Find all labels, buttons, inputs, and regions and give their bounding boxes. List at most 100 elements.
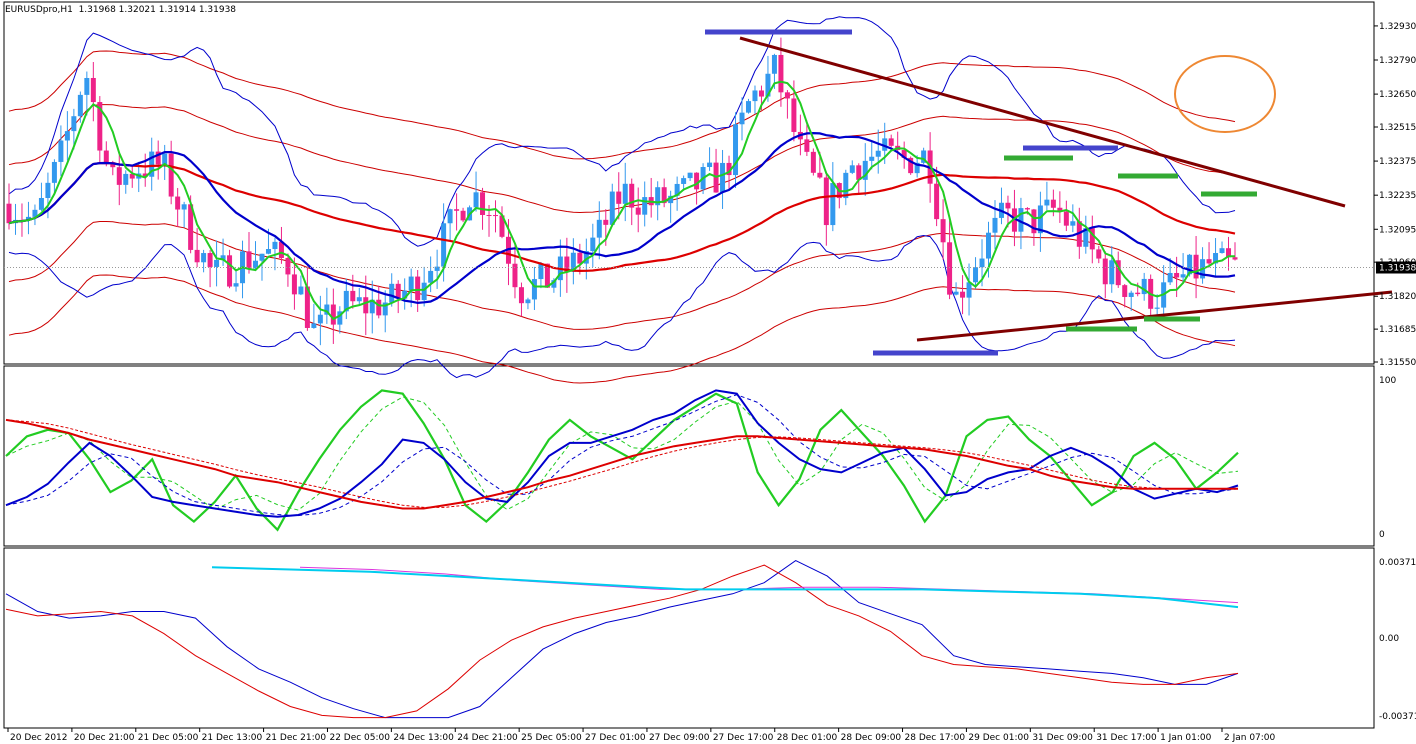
candle-body	[188, 204, 194, 250]
candle-body	[1219, 248, 1225, 254]
time-tick-label: 24 Dec 21:00	[457, 733, 518, 743]
time-tick-label: 1 Jan 01:00	[1160, 733, 1212, 743]
candle-body	[862, 160, 868, 180]
candle-body	[661, 187, 667, 204]
candle-body	[616, 191, 622, 204]
candle-body	[162, 153, 168, 165]
candle-body	[655, 187, 661, 206]
candle-body	[622, 183, 628, 204]
time-tick-label: 21 Dec 05:00	[138, 733, 199, 743]
oscillator-mid-line	[5, 389, 1239, 518]
candle-body	[194, 249, 200, 263]
current-price-label: 1.31938	[1379, 264, 1416, 274]
candle-body	[1089, 228, 1095, 250]
candle-body	[369, 299, 375, 314]
oscillator-tick-label: 0	[1379, 530, 1385, 540]
candle-body	[123, 173, 129, 185]
candle-body	[668, 195, 674, 204]
oscillator-slow-line	[5, 418, 1238, 510]
price-tick-label: 1.32095	[1379, 225, 1416, 235]
candle-body	[25, 216, 31, 221]
candle-body	[888, 138, 894, 146]
candle-body	[1213, 253, 1219, 264]
candle-body	[324, 304, 330, 315]
candle-body	[804, 139, 810, 152]
candle-body	[149, 151, 155, 177]
candle-body	[694, 172, 700, 190]
candle-body	[856, 165, 862, 180]
price-layer	[4, 16, 1393, 384]
candle-body	[934, 183, 940, 220]
candle-body	[544, 263, 550, 288]
candle-body	[350, 290, 356, 302]
candle-body	[810, 151, 816, 173]
candle-body	[1057, 207, 1063, 212]
candle-body	[434, 266, 440, 271]
candle-body	[499, 215, 505, 237]
price-panel[interactable]	[3, 1, 1375, 365]
macd-tick-label: -0.00371	[1379, 712, 1416, 722]
candle-body	[1083, 228, 1089, 247]
annotation-circle	[1174, 55, 1276, 133]
candle-body	[376, 299, 382, 316]
descending-trendline	[739, 36, 1346, 208]
candle-body	[635, 207, 641, 215]
envelope-upper-inner	[8, 104, 1236, 214]
candle-body	[486, 214, 492, 216]
bollinger-upper	[8, 16, 1236, 247]
candle-body	[1193, 254, 1199, 279]
candle-body	[551, 280, 557, 288]
candle-body	[940, 219, 946, 243]
candle-body	[1024, 208, 1030, 210]
candle-body	[739, 112, 745, 125]
chart-header: EURUSDpro,H1 1.31968 1.32021 1.31914 1.3…	[5, 5, 236, 15]
candle-body	[745, 101, 751, 113]
candle-body	[843, 172, 849, 199]
candle-body	[90, 77, 96, 103]
candle-body	[1011, 208, 1017, 232]
candle-body	[817, 172, 823, 178]
candle-body	[1050, 199, 1056, 208]
candle-body	[402, 290, 408, 299]
ascending-trendline	[916, 290, 1393, 342]
candle-body	[1044, 199, 1050, 206]
price-tick-label: 1.32515	[1379, 123, 1416, 133]
candle-body	[252, 260, 258, 269]
fast-ma-line	[8, 80, 1236, 321]
oscillator-panel[interactable]	[3, 365, 1375, 547]
macd-panel[interactable]	[3, 547, 1375, 729]
candle-body	[1070, 221, 1076, 226]
candle-body	[1115, 260, 1121, 286]
candle-body	[6, 203, 12, 224]
candle-body	[1226, 248, 1232, 258]
candle-body	[311, 323, 317, 328]
time-tick-label: 28 Dec 17:00	[905, 733, 966, 743]
time-tick-label: 31 Dec 17:00	[1096, 733, 1157, 743]
price-tick-label: 1.32650	[1379, 90, 1416, 100]
candle-body	[778, 54, 784, 93]
candle-body	[1232, 257, 1238, 260]
candle-body	[32, 209, 38, 217]
candle-body	[71, 116, 77, 132]
time-tick-label: 28 Dec 01:00	[777, 733, 838, 743]
candle-body	[1063, 211, 1069, 226]
candle-body	[129, 173, 135, 179]
candle-body	[752, 90, 758, 102]
macd-tick-label: 0.00371	[1379, 558, 1416, 568]
candle-body	[493, 215, 499, 217]
candle-body	[337, 311, 343, 325]
candle-body	[207, 253, 213, 267]
macd-signal-line	[5, 564, 1239, 719]
oscillator-layer	[5, 389, 1239, 532]
time-tick-label: 27 Dec 09:00	[649, 733, 710, 743]
oscillator-mid-line-signal	[5, 394, 1239, 517]
time-tick-label: 28 Dec 09:00	[841, 733, 902, 743]
candle-body	[38, 197, 44, 210]
oscillator-tick-label: 100	[1379, 376, 1396, 386]
price-tick-label: 1.31550	[1379, 358, 1416, 368]
candle-body	[518, 287, 524, 304]
candle-body	[330, 304, 336, 325]
candle-body	[629, 183, 635, 208]
candle-body	[720, 162, 726, 193]
